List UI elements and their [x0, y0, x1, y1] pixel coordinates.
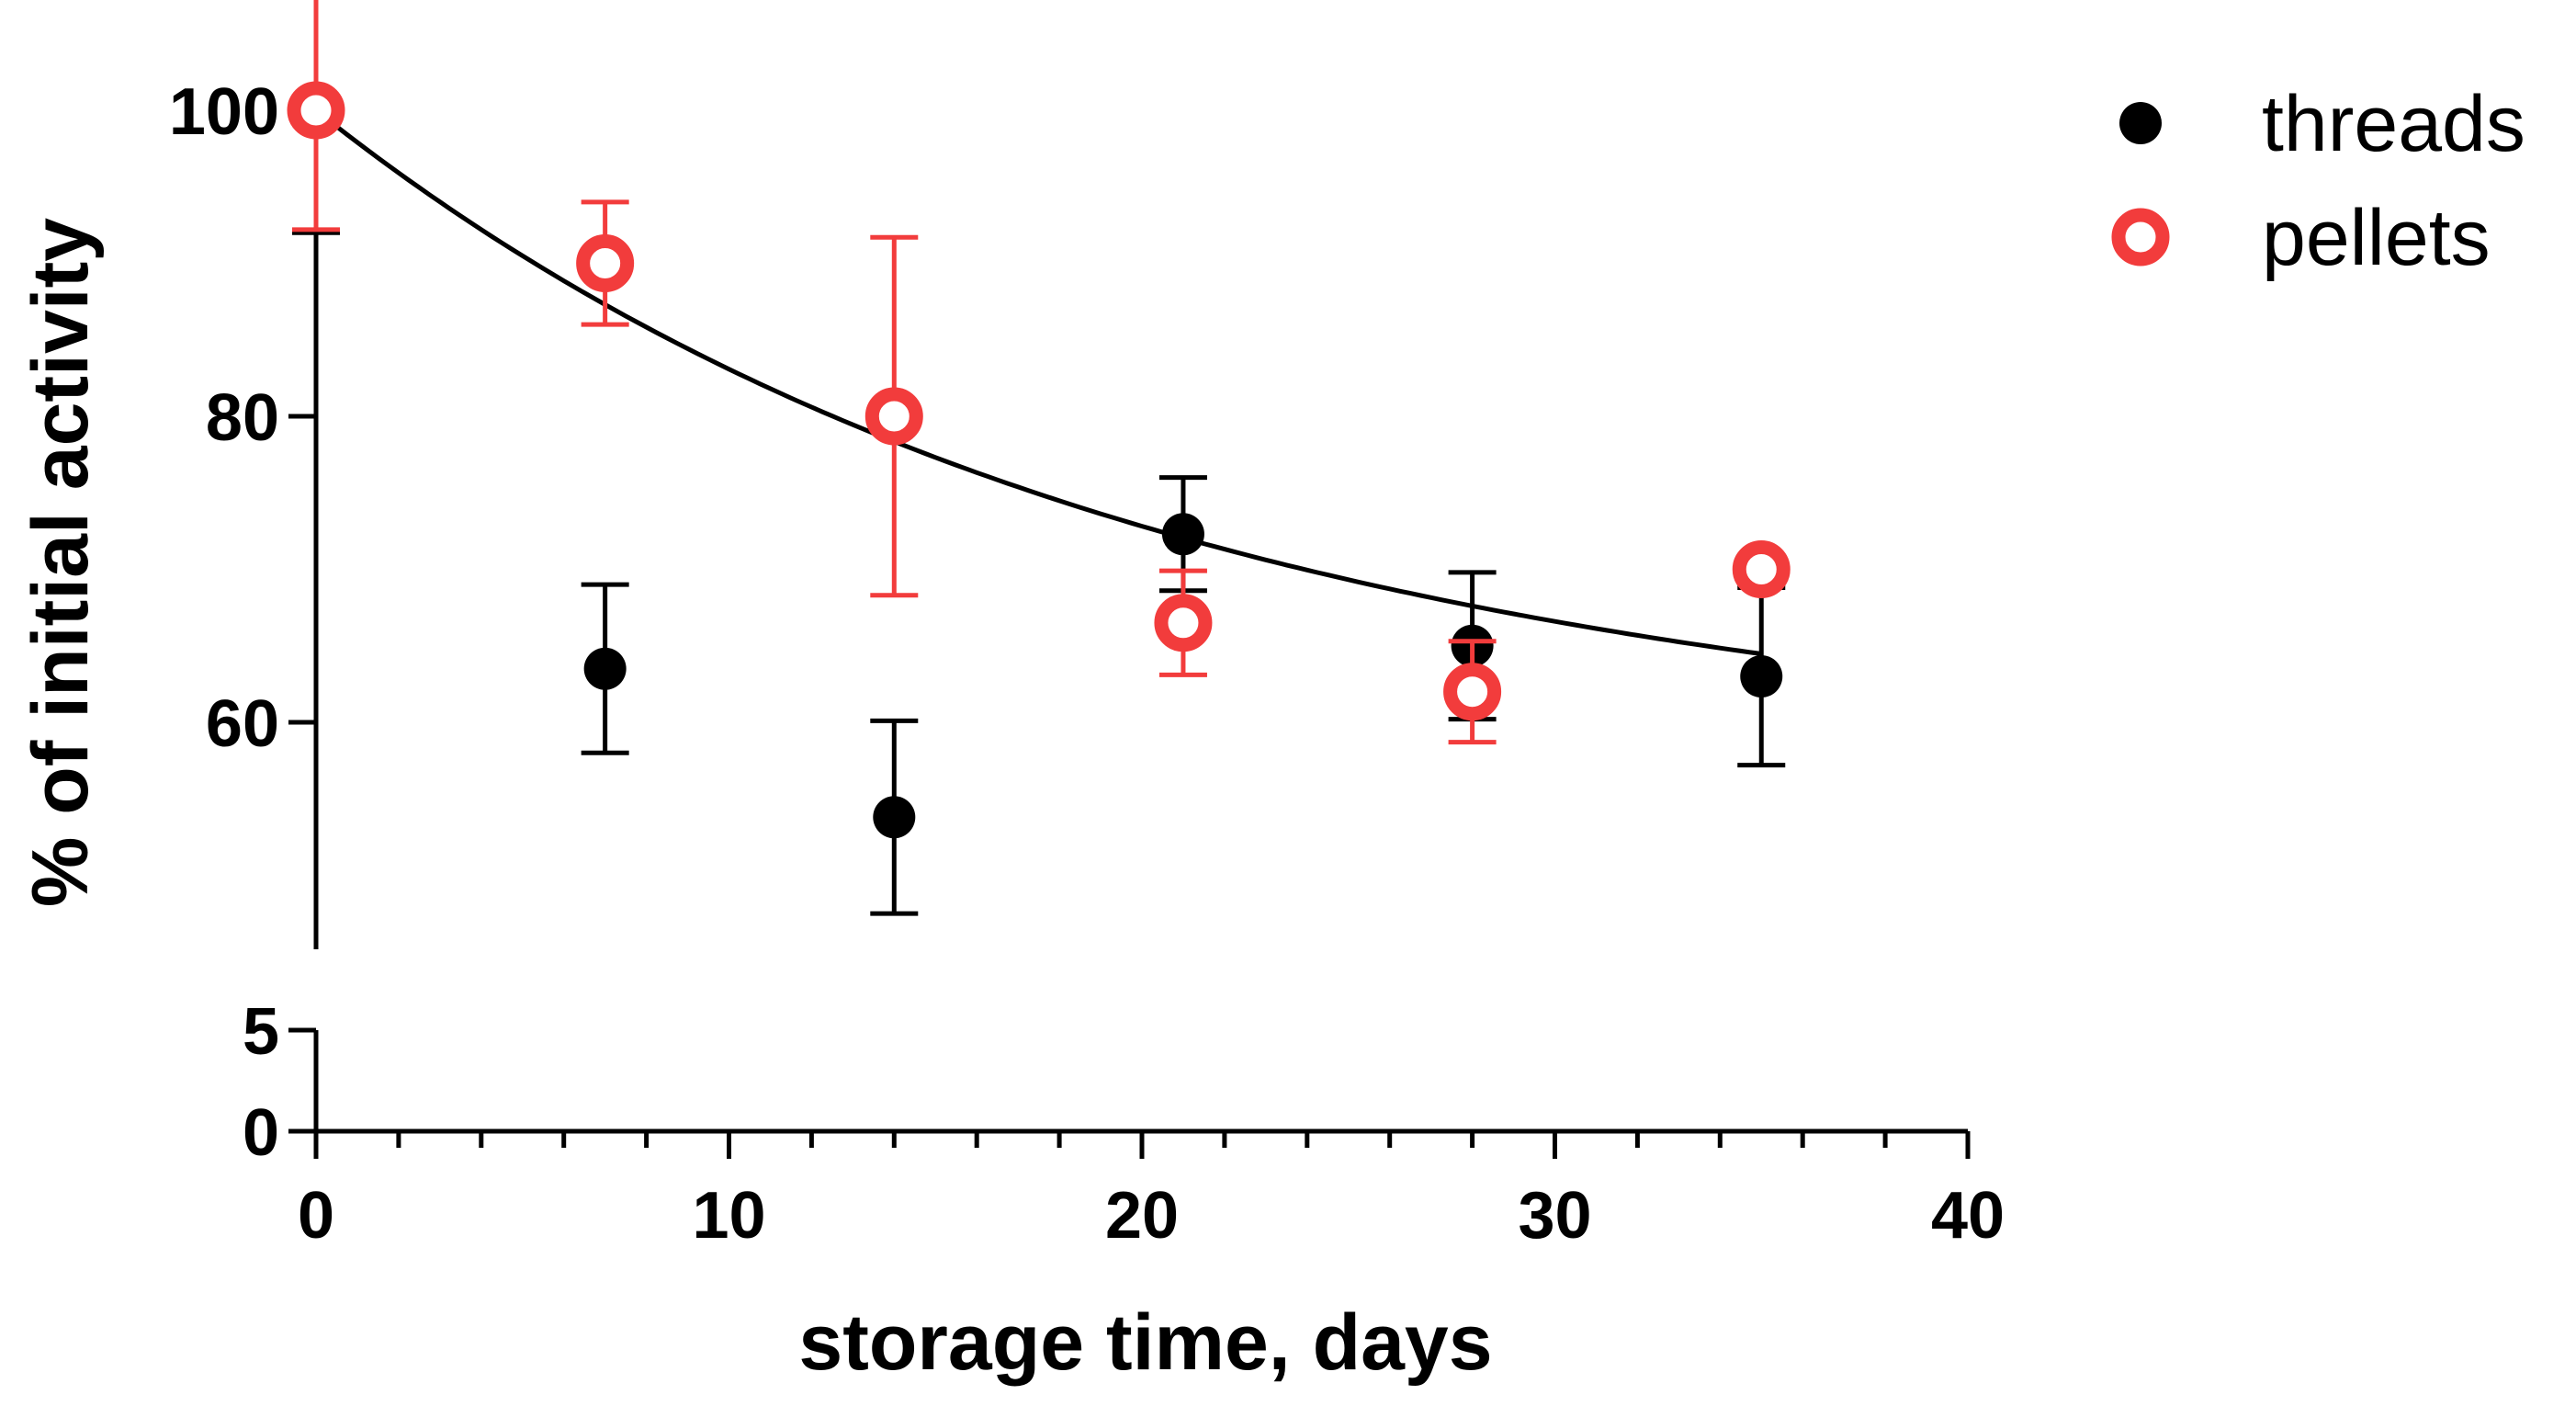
data-point-threads: [873, 796, 916, 839]
y-tick-label: 0: [243, 1096, 279, 1170]
axes: 0 10 20 30 40 0 5 60 80 100: [169, 29, 2005, 1253]
series-pellets: [287, 0, 1791, 745]
fit-curve-group: [314, 108, 1762, 656]
data-point-threads: [1740, 655, 1783, 698]
y-tick-label: 100: [169, 75, 279, 149]
legend-marker-pellets: [2111, 208, 2170, 266]
y-axis-label: % of initial activity: [17, 218, 105, 907]
x-tick-label: 10: [692, 1179, 765, 1253]
legend-label-pellets: pellets: [2262, 194, 2491, 282]
y-tick-label: 80: [206, 381, 279, 455]
data-point-threads: [1161, 513, 1204, 556]
legend: threads pellets: [2111, 80, 2525, 282]
data-point-pellets: [1443, 663, 1502, 721]
data-point-pellets: [1732, 540, 1791, 598]
series-threads: [292, 0, 1786, 916]
y-tick-label: 5: [243, 995, 279, 1069]
x-tick-label: 30: [1518, 1179, 1591, 1253]
x-axis-label: storage time, days: [798, 1298, 1492, 1387]
fit-curve: [314, 108, 1762, 656]
x-tick-label: 20: [1105, 1179, 1179, 1253]
legend-label-threads: threads: [2262, 80, 2525, 168]
legend-marker-threads: [2119, 102, 2162, 144]
data-point-pellets: [864, 387, 923, 446]
data-point-pellets: [1154, 594, 1213, 652]
y-tick-label: 60: [206, 687, 279, 761]
data-point-pellets: [287, 81, 345, 140]
x-tick-label: 0: [298, 1179, 334, 1253]
x-tick-label: 40: [1931, 1179, 2005, 1253]
data-point-pellets: [576, 234, 635, 292]
data-point-threads: [583, 647, 627, 690]
